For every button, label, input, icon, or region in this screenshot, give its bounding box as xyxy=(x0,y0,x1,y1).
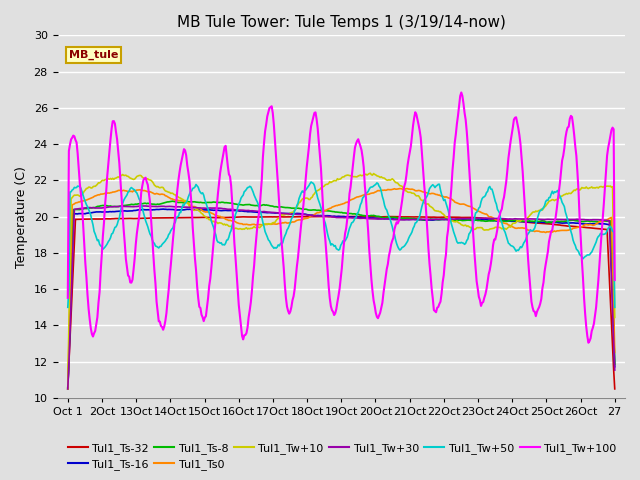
Y-axis label: Temperature (C): Temperature (C) xyxy=(15,166,28,267)
Legend: Tul1_Ts-32, Tul1_Ts-16, Tul1_Ts-8, Tul1_Ts0, Tul1_Tw+10, Tul1_Tw+30, Tul1_Tw+50,: Tul1_Ts-32, Tul1_Ts-16, Tul1_Ts-8, Tul1_… xyxy=(63,438,621,474)
Title: MB Tule Tower: Tule Temps 1 (3/19/14-now): MB Tule Tower: Tule Temps 1 (3/19/14-now… xyxy=(177,15,506,30)
Text: MB_tule: MB_tule xyxy=(69,50,118,60)
